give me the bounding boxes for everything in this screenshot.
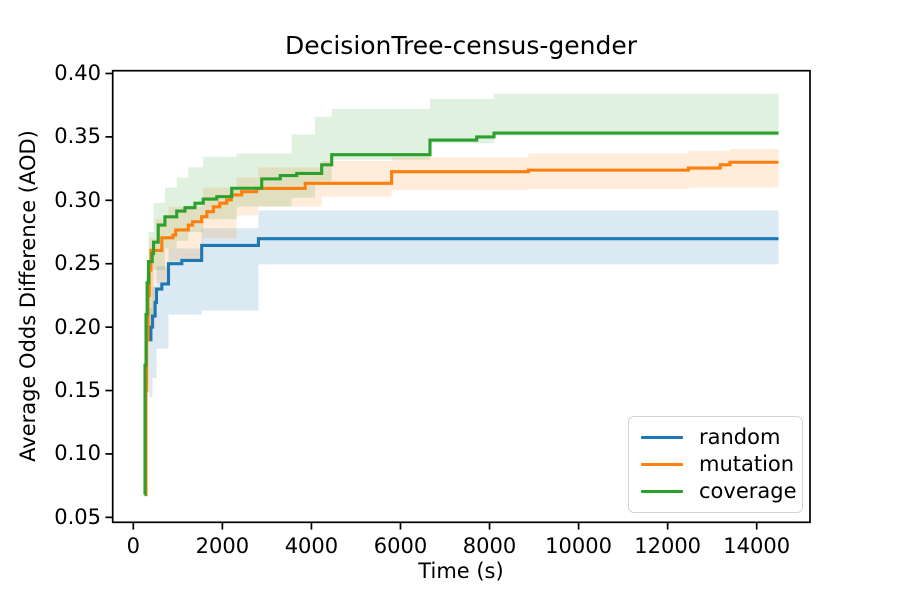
band-coverage	[144, 93, 779, 495]
chart-title: DecisionTree-census-gender	[284, 31, 638, 60]
x-tick-label: 8000	[462, 534, 517, 558]
legend-line-mutation	[641, 462, 683, 467]
series-line-coverage	[143, 131, 779, 497]
legend-label: coverage	[699, 479, 797, 503]
legend-label: random	[699, 425, 781, 449]
series-line-random	[149, 237, 779, 342]
y-tick-label: 0.10	[54, 441, 101, 466]
y-tick-label: 0.35	[54, 124, 101, 149]
legend-item-random: random	[641, 427, 790, 448]
y-tick-label: 0.40	[54, 60, 101, 85]
axes-spines	[111, 69, 811, 524]
x-axis-label: Time (s)	[418, 559, 504, 583]
band-random	[149, 210, 779, 397]
x-tick-label: 10000	[545, 534, 612, 558]
y-tick-label: 0.25	[54, 251, 101, 276]
y-axis-label: Average Odds Difference (AOD)	[16, 130, 40, 462]
x-tick-label: 0	[126, 534, 140, 558]
band-mutation	[145, 148, 779, 495]
legend-label: mutation	[699, 452, 795, 476]
x-tick-label: 4000	[284, 534, 339, 558]
x-tick-label: 6000	[373, 534, 428, 558]
legend-item-mutation: mutation	[641, 454, 794, 475]
legend-item-coverage: coverage	[641, 481, 797, 502]
y-tick-label: 0.05	[54, 504, 101, 529]
y-tick-label: 0.30	[54, 187, 101, 212]
x-tick-label: 12000	[634, 534, 702, 558]
legend-line-coverage	[641, 489, 683, 494]
y-tick-label: 0.15	[54, 378, 101, 403]
x-tick-label: 2000	[195, 534, 250, 558]
y-tick-label: 0.20	[54, 314, 101, 339]
legend-line-random	[641, 435, 683, 440]
x-tick-label: 14000	[723, 534, 791, 558]
legend: random mutation coverage	[628, 416, 803, 513]
